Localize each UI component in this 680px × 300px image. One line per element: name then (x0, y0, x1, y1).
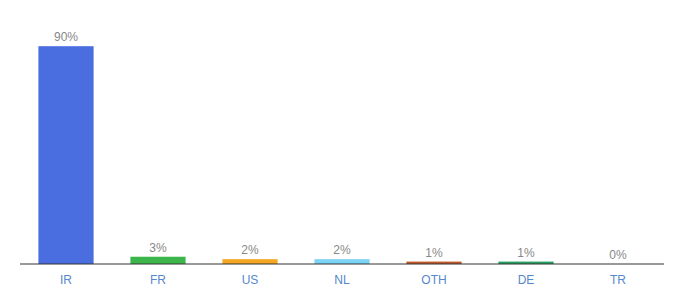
x-tick-label: DE (518, 273, 535, 287)
x-tick-label: TR (610, 273, 626, 287)
data-label: 2% (241, 243, 259, 257)
x-tick-label: OTH (421, 273, 446, 287)
x-tick-label: NL (334, 273, 350, 287)
bar (130, 257, 185, 264)
x-axis-line (20, 264, 664, 265)
data-label: 1% (517, 246, 535, 260)
x-tick-label: FR (150, 273, 166, 287)
x-tick-label: IR (60, 273, 72, 287)
x-tick-label: US (242, 273, 259, 287)
bars (38, 46, 553, 264)
bar (222, 259, 277, 264)
data-label: 90% (54, 30, 78, 44)
bar (314, 259, 369, 264)
data-label: 2% (333, 243, 351, 257)
data-label: 3% (149, 241, 167, 255)
data-label: 1% (425, 246, 443, 260)
bar (38, 46, 93, 264)
chart-svg: 90% 3% 2% 2% 1% 1% 0% IR FR US NL OTH DE TR (0, 0, 680, 300)
data-label: 0% (609, 248, 627, 262)
chart-container: 90% 3% 2% 2% 1% 1% 0% IR FR US NL OTH DE TR (0, 0, 680, 300)
